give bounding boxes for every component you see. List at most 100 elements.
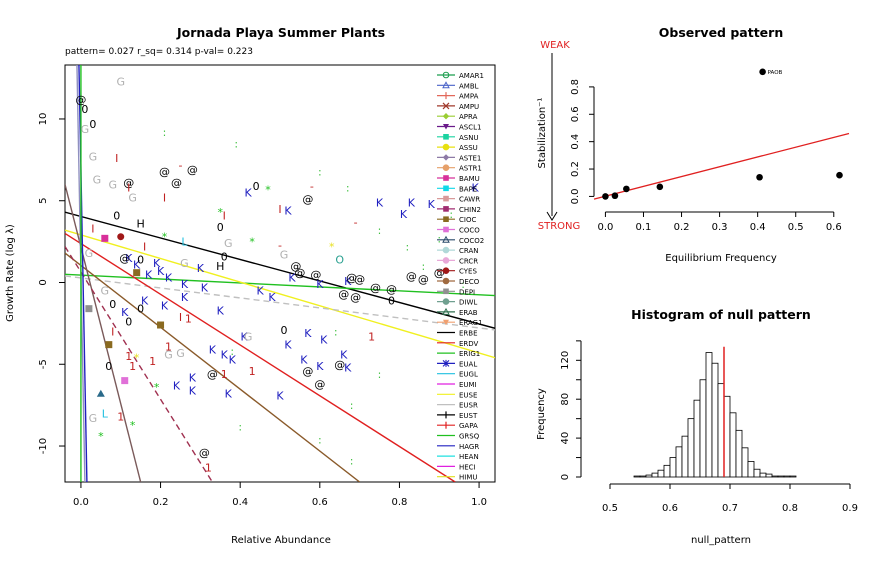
observed-pattern-panel: Observed pattern WEAK STRONG 0.0 0.1 0.2 0.…	[537, 25, 850, 264]
legend-entry: CAWR	[437, 196, 480, 204]
histogram-bar	[657, 469, 665, 478]
main-chart-title: Jornada Playa Summer Plants	[176, 25, 385, 40]
species-point-glyph: 1	[221, 368, 228, 381]
species-point-glyph: @	[418, 273, 429, 286]
histogram-x-tick-label: 0.5	[602, 503, 618, 514]
histogram-bar	[771, 475, 779, 478]
strong-annotation: STRONG	[538, 221, 581, 232]
species-point-glyph: K	[157, 265, 165, 278]
legend-label: GRSQ	[459, 433, 480, 441]
histogram-y-axis-label: Frequency	[536, 388, 547, 440]
species-point-glyph: G	[85, 247, 94, 260]
legend-label: AMPA	[459, 93, 479, 101]
species-point-glyph: -	[310, 180, 314, 193]
species-point-glyph: K	[145, 268, 153, 281]
x-tick-label: 0.0	[73, 497, 89, 508]
legend-label: AMAR1	[459, 72, 484, 80]
observed-point	[623, 185, 630, 193]
histogram-bar	[765, 473, 773, 478]
species-point-glyph: G	[116, 75, 125, 88]
legend-swatch-marker	[442, 143, 450, 151]
histogram-bar	[633, 475, 641, 478]
species-point-glyph: *	[265, 183, 271, 196]
legend-entry: APRA	[437, 113, 478, 121]
legend-swatch-marker	[443, 288, 449, 295]
y-tick-label: -10	[38, 438, 49, 454]
histogram-title: Histogram of null pattern	[631, 307, 811, 322]
species-point-marker	[121, 377, 129, 385]
observed-point	[759, 68, 766, 76]
regression-line	[65, 184, 142, 482]
species-point-glyph: K	[316, 360, 324, 373]
histogram-axes: 0.5 0.6 0.7 0.8 0.9 0 40 80 120	[560, 340, 858, 514]
legend-label: ASTR1	[459, 165, 482, 173]
main-y-axis: -10 -5 0 5 10	[38, 113, 65, 454]
species-point-glyph: @	[386, 283, 397, 296]
legend-label: CRAN	[459, 247, 479, 255]
observed-point	[611, 192, 619, 200]
legend-entry: ASTE1	[437, 154, 481, 162]
species-legend: AMAR1 AMBL AMPA AMPU APRA ASCL1 ASNU ASSU ASTE1 A…	[437, 71, 484, 482]
species-point-glyph: G	[128, 191, 137, 204]
species-point-glyph: @	[302, 365, 313, 378]
legend-swatch-marker	[442, 257, 450, 264]
legend-entry: BAPE	[437, 185, 477, 193]
legend-label: ASSU	[459, 144, 478, 152]
legend-swatch-marker	[443, 216, 449, 222]
species-point-glyph: @	[159, 165, 170, 178]
species-point-glyph: H	[137, 218, 145, 231]
observed-fit-line	[593, 132, 850, 200]
y-tick-label: 0	[38, 279, 49, 285]
legend-entry: GRSQ	[437, 433, 480, 441]
regression-line	[65, 211, 495, 329]
species-point-glyph: @	[119, 252, 130, 265]
species-point-glyph: K	[428, 198, 436, 211]
legend-entry: EUMI	[437, 381, 477, 389]
legend-label: ERBE	[459, 330, 478, 338]
legend-swatch-marker	[442, 359, 450, 367]
species-point-glyph: K	[241, 330, 249, 343]
observed-x-tick-label: 0.0	[597, 222, 613, 233]
legend-label: GAPA	[459, 422, 478, 430]
legend-swatch-marker	[443, 226, 449, 233]
species-point-glyph: G	[93, 173, 102, 186]
species-point-glyph: :	[346, 182, 350, 195]
histogram-y-tick-label: 40	[560, 432, 571, 445]
legend-swatch-marker	[442, 113, 450, 120]
legend-entry: COCO2	[437, 235, 484, 245]
observed-x-tick-label: 0.1	[636, 222, 652, 233]
species-point-glyph: K	[125, 252, 133, 265]
species-point-glyph: *	[154, 381, 160, 394]
histogram-bar	[783, 475, 791, 478]
species-point-glyph: 0	[109, 298, 116, 311]
species-point-glyph: I	[115, 152, 118, 165]
legend-swatch-marker	[442, 267, 450, 275]
species-point-glyph: 1	[149, 355, 156, 368]
histogram-x-tick-label: 0.7	[722, 503, 738, 514]
histogram-x-axis-label: null_pattern	[691, 535, 751, 546]
histogram-x-tick-label: 0.6	[662, 503, 678, 514]
species-point-glyph: I	[278, 203, 281, 216]
species-point-glyph: -	[354, 216, 358, 229]
species-point-glyph: :	[350, 455, 354, 468]
legend-entry: ERDV	[437, 340, 479, 348]
legend-label: DIWL	[459, 299, 477, 307]
legend-entry: AMAR1	[437, 71, 484, 80]
main-chart-subtitle: pattern= 0.027 r_sq= 0.314 p-val= 0.223	[65, 47, 253, 57]
species-point-glyph: K	[284, 205, 292, 218]
species-point-glyph: K	[471, 182, 479, 195]
legend-entry: EUSR	[437, 402, 478, 410]
legend-entry: EUAL	[437, 359, 477, 368]
species-point-glyph: K	[173, 380, 181, 393]
legend-label: BAMU	[459, 175, 480, 183]
legend-entry: CRAN	[437, 246, 479, 255]
observed-chart-title: Observed pattern	[659, 25, 783, 40]
species-point-glyph: G	[164, 348, 173, 361]
main-y-axis-label: Growth Rate (log λ)	[5, 224, 16, 322]
species-point-glyph: *	[134, 352, 140, 365]
species-point-glyph: K	[376, 196, 384, 209]
histogram-bars	[633, 346, 797, 478]
species-point-glyph: :	[449, 208, 453, 221]
